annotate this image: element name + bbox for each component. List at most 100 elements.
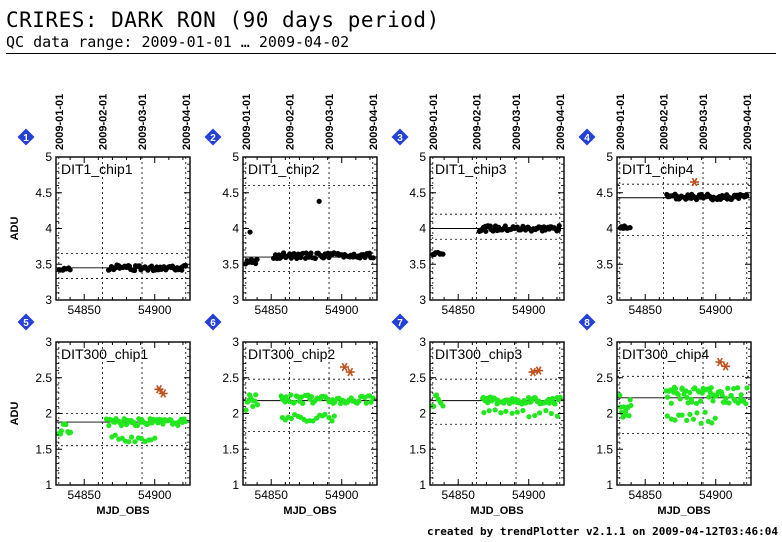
outlier-stroke [717, 357, 723, 367]
data-point [627, 225, 633, 231]
outlier-stroke [722, 362, 729, 371]
data-point [692, 385, 698, 391]
panel-badge [391, 313, 409, 331]
x-tick-label: 54850 [629, 303, 663, 317]
y-tick-label: 3 [232, 293, 239, 307]
panel-label: DIT300_chip2 [248, 346, 335, 362]
outlier-stroke [160, 389, 167, 398]
date-tick-label: 2009-04-01 [555, 94, 567, 150]
date-tick-label: 2009-01-01 [54, 94, 66, 150]
data-point [118, 422, 125, 429]
data-point [743, 401, 749, 407]
date-tick-label: 2009-01-01 [615, 94, 627, 150]
x-axis-label: MJD_OBS [657, 505, 710, 517]
panel-badge-number: 4 [584, 133, 590, 144]
data-point [316, 198, 322, 204]
data-point [723, 395, 729, 401]
data-point [731, 386, 737, 392]
panel-4: 4 3 3.5 4 4.5 5 54850 54900 2009-01-01 2009-02-01… [578, 94, 754, 317]
data-point [702, 409, 708, 415]
data-point [672, 386, 679, 392]
x-tick-label: 54900 [138, 488, 172, 502]
panel-5: 5 1 1.5 2 2.5 3 54850 54900 DIT300_chip1 ADU MJD_O… [9, 313, 191, 517]
plot-frame [242, 156, 378, 301]
data-point [160, 421, 166, 427]
data-point [543, 408, 549, 414]
data-point [308, 394, 315, 400]
y-tick-label: 4.5 [409, 186, 426, 200]
data-point [253, 260, 259, 267]
data-point [308, 250, 314, 256]
y-tick-label: 5 [606, 150, 613, 164]
data-point [738, 392, 744, 398]
y-tick-label: 3 [606, 335, 613, 349]
y-tick-label: 4.5 [35, 186, 52, 200]
y-tick-label: 1.5 [409, 442, 426, 456]
data-point [183, 262, 189, 269]
y-tick-label: 2 [45, 407, 52, 421]
x-tick-label: 54900 [699, 488, 733, 502]
data-point [356, 398, 362, 404]
panel-badge-number: 8 [584, 318, 590, 329]
panel-label: DIT300_chip1 [61, 346, 148, 362]
data-point [675, 391, 681, 397]
data-point [278, 254, 284, 260]
data-point [620, 404, 627, 410]
data-point [483, 228, 489, 234]
plot-frame [242, 341, 378, 486]
y-tick-label: 5 [45, 150, 52, 164]
data-point [486, 408, 492, 414]
data-point [363, 400, 369, 406]
x-tick-label: 54850 [442, 488, 476, 502]
data-point [690, 416, 697, 422]
x-tick-label: 54900 [699, 303, 733, 317]
data-point [725, 385, 731, 391]
panel-label: DIT1_chip4 [622, 161, 694, 177]
data-point [628, 402, 634, 409]
x-tick-label: 54850 [255, 488, 289, 502]
outlier-stroke [535, 366, 542, 375]
date-tick-label: 2009-04-01 [181, 94, 193, 150]
data-point [331, 413, 337, 419]
data-point [253, 392, 259, 398]
y-tick-label: 1 [45, 478, 52, 492]
data-point [523, 400, 529, 406]
data-point [687, 390, 693, 396]
outlier-stroke [347, 367, 354, 377]
y-tick-label: 1 [232, 478, 239, 492]
data-point [254, 402, 261, 408]
data-point [152, 435, 158, 441]
outlier-point [721, 362, 731, 371]
date-tick-label: 2009-03-01 [324, 94, 336, 150]
data-point [684, 417, 690, 423]
x-tick-label: 54900 [325, 488, 359, 502]
data-point [312, 255, 318, 262]
y-tick-label: 3.5 [222, 257, 239, 271]
data-point [526, 414, 532, 420]
y-tick-label: 3.5 [409, 257, 426, 271]
date-tick-label: 2009-02-01 [98, 94, 110, 150]
y-tick-label: 4 [606, 222, 613, 236]
data-point [709, 420, 715, 426]
data-point [626, 413, 632, 419]
data-point [679, 412, 685, 418]
y-tick-label: 2.5 [596, 371, 613, 385]
panel-label: DIT300_chip3 [435, 346, 522, 362]
panel-badge-number: 2 [210, 133, 216, 144]
data-point [744, 385, 750, 391]
data-point [627, 397, 633, 403]
data-point [183, 418, 189, 424]
panel-2: 2 3 3.5 4 4.5 5 54850 54900 2009-01-01 2009-02-01… [204, 94, 380, 317]
data-point [134, 422, 141, 429]
data-point [698, 420, 704, 426]
y-tick-label: 1 [419, 478, 426, 492]
plot-frame [616, 156, 752, 301]
data-point [556, 223, 562, 229]
data-point [326, 415, 332, 421]
data-point [121, 416, 127, 422]
panel-badge [204, 128, 222, 146]
data-point [687, 411, 693, 417]
y-tick-label: 4.5 [596, 186, 613, 200]
data-point [485, 400, 491, 406]
